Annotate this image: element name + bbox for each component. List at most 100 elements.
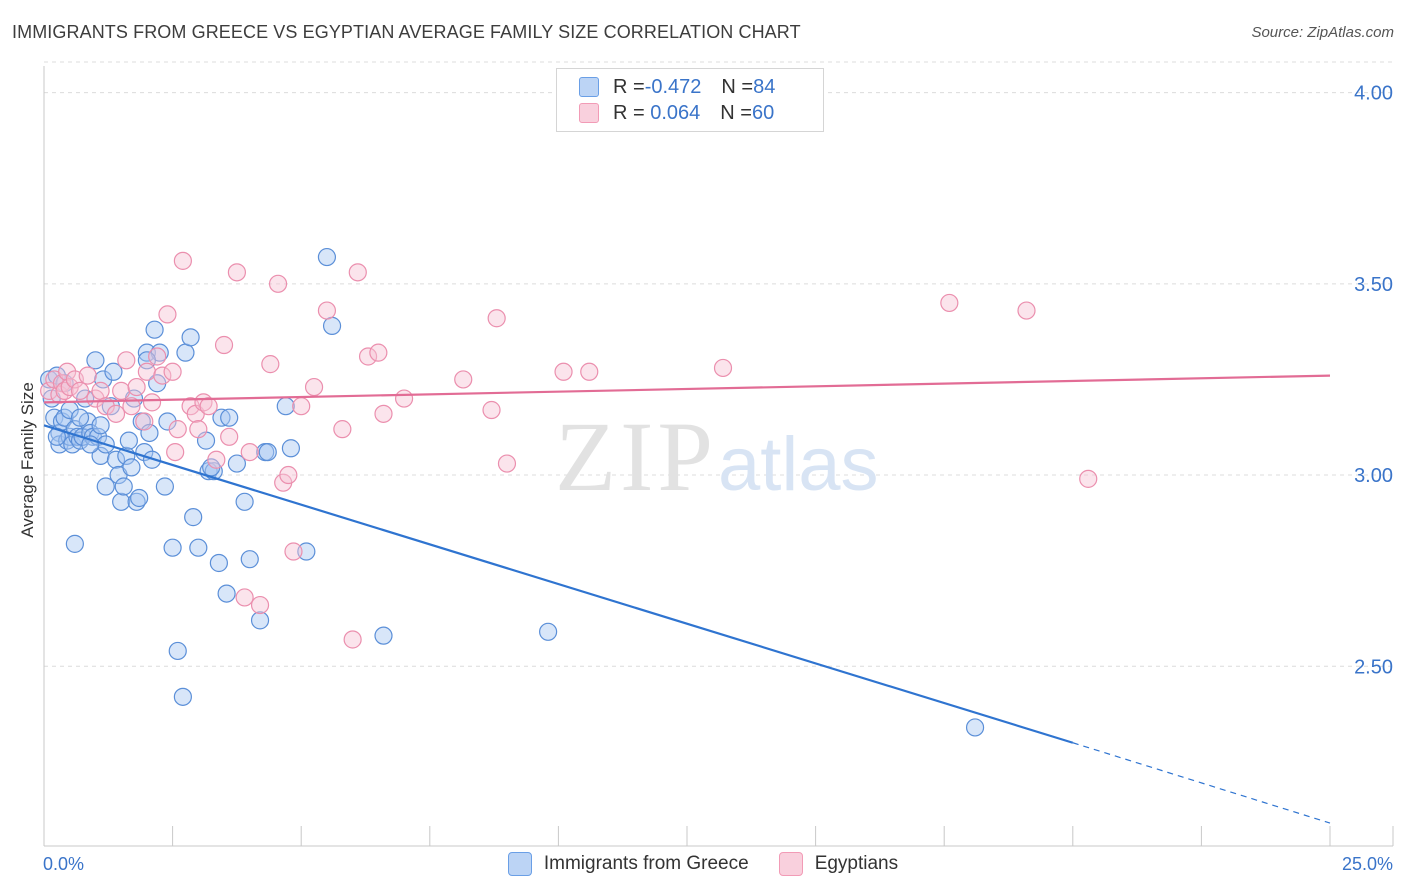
- legend-row-egypt: R = 0.064 N = 60: [579, 101, 774, 125]
- greece-point: [317, 247, 337, 267]
- egypt-point: [369, 343, 388, 362]
- greece-point: [250, 611, 270, 630]
- series-legend-greece[interactable]: Immigrants from Greece: [507, 852, 749, 876]
- greece-point: [94, 370, 113, 389]
- series-label-greece: Immigrants from Greece: [543, 853, 749, 874]
- legend-r-label: R =: [613, 101, 645, 124]
- legend-n-value: 60: [751, 101, 775, 124]
- greece-point: [184, 508, 203, 527]
- egypt-point: [348, 263, 367, 282]
- egypt-point: [268, 274, 288, 293]
- egypt-point: [394, 389, 414, 408]
- egypt-point: [168, 420, 187, 439]
- egypt-point: [292, 397, 311, 416]
- greece-point: [119, 431, 138, 450]
- greece-point: [163, 538, 182, 557]
- y-tick-label: 3.00: [1354, 465, 1393, 487]
- egypt-point: [163, 362, 182, 381]
- egypt-point: [214, 335, 234, 355]
- egypt-point: [78, 366, 97, 385]
- egypt-point: [454, 370, 473, 389]
- greece-point: [227, 454, 246, 473]
- egypt-point: [304, 377, 324, 397]
- series-legend-egypt[interactable]: Egyptians: [778, 852, 898, 876]
- greece-point: [91, 446, 110, 466]
- egypt-point: [554, 362, 573, 381]
- greece-point: [137, 343, 156, 362]
- egypt-point: [487, 309, 506, 328]
- greece-point: [181, 328, 200, 347]
- legend-n-label: N =: [721, 75, 754, 98]
- egypt-point: [135, 412, 154, 431]
- stats-legend: R = -0.472 N = 84 R = 0.064 N = 60: [556, 68, 824, 132]
- chart-source: Source: ZipAtlas.com: [1251, 24, 1394, 41]
- legend-row-greece: R = -0.472 N = 84: [579, 75, 775, 99]
- egypt-point: [317, 301, 337, 320]
- watermark-zip: ZIP: [555, 401, 717, 512]
- chart-title: IMMIGRANTS FROM GREECE VS EGYPTIAN AVERA…: [12, 22, 801, 42]
- greece-point: [104, 362, 123, 381]
- greece-point: [212, 408, 231, 427]
- greece-point: [235, 492, 254, 511]
- greece-point: [189, 538, 208, 557]
- y-axis-label: Average Family Size: [18, 382, 37, 538]
- axes: [43, 66, 1394, 847]
- legend-n-value: 84: [753, 75, 776, 98]
- egypt-point: [1079, 469, 1098, 488]
- greece-point: [258, 442, 277, 462]
- egypt-point: [497, 454, 517, 473]
- egypt-point: [482, 400, 501, 420]
- egypt-point: [58, 362, 77, 381]
- egypt-point: [279, 465, 298, 485]
- egypt-point: [199, 397, 218, 416]
- y-tick-label: 3.50: [1354, 274, 1393, 296]
- egypt-point: [142, 393, 162, 412]
- egypt-point: [261, 355, 280, 374]
- egypt-point: [166, 442, 185, 462]
- legend-swatch-greece: [579, 77, 599, 97]
- greece-point: [209, 553, 228, 573]
- greece-trend-extension: [1072, 742, 1331, 824]
- egypt-point: [153, 366, 172, 385]
- greece-point: [114, 477, 133, 496]
- series-swatch-egypt: [778, 852, 803, 876]
- greece-point: [130, 488, 149, 508]
- y-tick-label: 4.00: [1354, 83, 1393, 105]
- greece-point: [65, 534, 84, 553]
- egypt-point: [189, 420, 208, 439]
- greece-point: [297, 542, 316, 561]
- egypt-point: [137, 362, 156, 381]
- egypt-point: [148, 347, 167, 366]
- greece-trend-line: [43, 424, 1074, 744]
- greece-point: [96, 477, 115, 496]
- watermark: ZIP atlas: [555, 401, 879, 512]
- greece-point: [140, 423, 159, 443]
- egypt-point: [112, 381, 131, 400]
- egypt-point: [158, 305, 177, 324]
- greece-point: [145, 320, 164, 339]
- y-tick-label: 2.50: [1354, 656, 1393, 678]
- greece-point: [965, 718, 985, 737]
- egypt-point: [358, 347, 378, 366]
- greece-point: [158, 412, 177, 431]
- egypt-point: [333, 420, 352, 439]
- egypt-point: [122, 397, 141, 416]
- egypt-point: [250, 595, 270, 615]
- greece-point: [539, 622, 558, 641]
- legend-n-label: N =: [720, 101, 752, 124]
- egypt-points: [40, 251, 1098, 649]
- greece-point: [155, 477, 174, 496]
- legend-swatch-egypt: [579, 103, 599, 123]
- y-tick-labels: 2.50 3.00 3.50 4.00: [1354, 83, 1393, 679]
- x-min-label: 0.0%: [43, 854, 84, 874]
- egypt-point: [940, 293, 959, 313]
- series-swatch-greece: [507, 852, 532, 876]
- greece-point: [91, 416, 110, 435]
- legend-r-label: R =: [613, 75, 645, 98]
- x-max-label: 25.0%: [1342, 854, 1393, 874]
- greece-point: [122, 458, 141, 477]
- greece-point: [220, 408, 239, 427]
- egypt-point: [173, 251, 192, 270]
- greece-point: [276, 397, 295, 416]
- egypt-point: [117, 351, 136, 370]
